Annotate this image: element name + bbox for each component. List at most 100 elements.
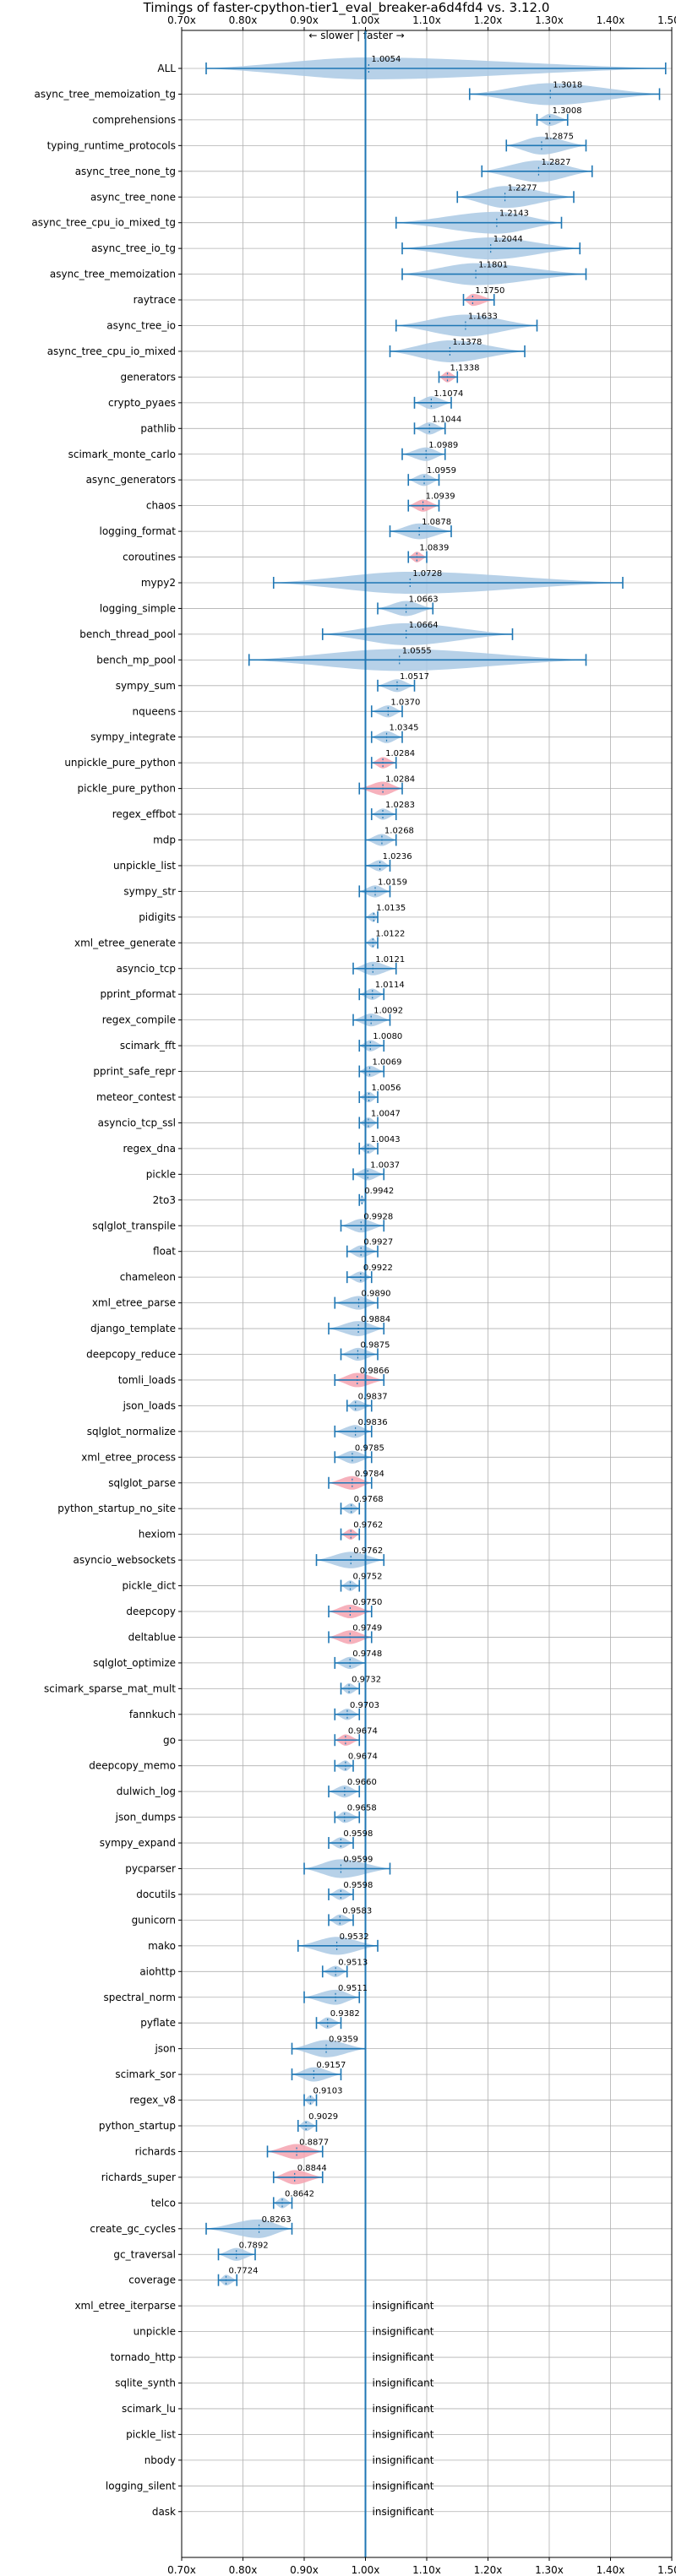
benchmark-name: pprint_safe_repr [93, 1066, 176, 1078]
benchmark-name: sqlglot_parse [108, 1477, 176, 1489]
benchmark-name: xml_etree_generate [74, 937, 176, 948]
value-label: 0.9784 [355, 1470, 384, 1479]
value-label: 0.9511 [338, 1984, 368, 1993]
benchmark-name: async_tree_cpu_io_mixed [47, 345, 176, 357]
benchmark-name: aiohttp [139, 1965, 176, 1977]
value-label: 1.1378 [452, 338, 482, 347]
value-label: 1.0878 [422, 518, 451, 527]
benchmark-name: pprint_pformat [101, 988, 177, 1000]
value-label: 0.9732 [352, 1675, 381, 1684]
value-label: 0.9598 [343, 1829, 373, 1839]
benchmark-name: bench_thread_pool [79, 628, 176, 640]
insignificant-label: insignificant [373, 2454, 434, 2466]
value-label: 0.7724 [228, 2267, 258, 2276]
x-tick-label-bottom: 0.70x [167, 2564, 196, 2576]
value-label: 0.8844 [297, 2164, 327, 2173]
benchmark-name: logging_silent [106, 2480, 176, 2492]
value-label: 1.1074 [433, 389, 463, 399]
benchmark-name: scimark_monte_carlo [68, 448, 176, 460]
benchmark-name: sympy_sum [116, 680, 176, 692]
benchmark-name: sqlglot_transpile [92, 1220, 176, 1231]
x-tick-label-top: 0.80x [229, 14, 258, 26]
benchmark-name: sqlglot_normalize [87, 1426, 176, 1437]
benchmark-name: regex_compile [102, 1014, 176, 1026]
benchmark-name: async_tree_memoization [50, 269, 176, 280]
value-label: 1.0555 [402, 646, 432, 655]
value-label: 1.0839 [419, 544, 449, 553]
benchmark-name: asyncio_tcp [116, 963, 176, 975]
benchmark-name: nqueens [133, 705, 176, 717]
benchmark-name: bench_mp_pool [96, 654, 176, 666]
benchmark-name: richards_super [101, 2171, 176, 2183]
benchmark-name: nbody [144, 2454, 176, 2466]
value-label: 0.9359 [329, 2035, 358, 2045]
benchmark-name: pycparser [125, 1863, 176, 1875]
insignificant-label: insignificant [373, 2378, 434, 2389]
benchmark-name: telco [151, 2197, 176, 2209]
x-tick-label-top: 0.70x [167, 14, 196, 26]
value-label: 0.8877 [299, 2138, 329, 2147]
benchmark-name: deepcopy_memo [89, 1760, 176, 1772]
benchmark-name: hexiom [139, 1529, 176, 1541]
benchmark-name: tomli_loads [118, 1374, 176, 1386]
benchmark-name: scimark_lu [122, 2403, 176, 2415]
value-label: 0.9768 [354, 1495, 384, 1504]
value-label: 0.9513 [338, 1958, 368, 1967]
x-tick-label-bottom: 0.90x [290, 2564, 319, 2576]
value-label: 0.9157 [316, 2061, 346, 2070]
value-label: 1.0159 [378, 878, 407, 887]
benchmark-name: pickle_dict [123, 1580, 177, 1592]
insignificant-label: insignificant [373, 2428, 434, 2440]
value-label: 1.2277 [508, 183, 537, 193]
benchmark-name: python_startup_no_site [57, 1503, 176, 1514]
value-label: 0.9928 [363, 1212, 393, 1221]
benchmark-name: scimark_fft [120, 1040, 176, 1052]
value-label: 0.9382 [330, 2009, 360, 2019]
benchmark-name: pathlib [140, 422, 176, 434]
value-label: 1.0121 [375, 955, 405, 965]
benchmark-name: 2to3 [153, 1194, 176, 1206]
benchmark-name: xml_etree_parse [92, 1297, 176, 1309]
value-label: 0.9583 [342, 1906, 372, 1916]
benchmark-name: tornado_http [111, 2351, 176, 2363]
value-label: 1.3018 [553, 80, 582, 90]
value-label: 1.0284 [385, 749, 415, 758]
value-label: 1.0517 [400, 672, 429, 682]
value-label: 0.9762 [353, 1546, 383, 1556]
benchmark-name: ALL [157, 62, 176, 74]
benchmark-name: sqlglot_optimize [93, 1657, 176, 1669]
x-tick-label-bottom: 1.20x [474, 2564, 503, 2576]
value-label: 1.0092 [373, 1007, 403, 1016]
benchmark-name: mdp [153, 834, 176, 846]
benchmark-name: regex_effbot [112, 808, 177, 820]
insignificant-label: insignificant [373, 2480, 434, 2492]
benchmark-name: regex_v8 [129, 2095, 176, 2106]
value-label: 0.9875 [360, 1341, 390, 1350]
benchmark-name: coroutines [123, 552, 176, 563]
x-tick-label-bottom: 1.50x [657, 2564, 676, 2576]
benchmark-name: pickle_pure_python [78, 783, 176, 795]
benchmark-name: async_tree_cpu_io_mixed_tg [31, 217, 176, 229]
value-label: 0.9674 [348, 1726, 378, 1736]
benchmark-name: scimark_sor [115, 2068, 176, 2080]
value-label: 0.9029 [308, 2112, 338, 2122]
violin-layer [205, 30, 667, 2557]
value-label: 0.9890 [362, 1290, 391, 1299]
x-tick-label-bottom: 0.80x [229, 2564, 258, 2576]
value-label: 1.1750 [475, 286, 504, 296]
benchmark-name: float [153, 1246, 176, 1258]
x-tick-label-top: 1.10x [412, 14, 441, 26]
value-label: 0.9598 [343, 1881, 373, 1890]
benchmark-name: mako [148, 1940, 176, 1952]
benchmark-name: scimark_sparse_mat_mult [44, 1682, 176, 1694]
x-tick-label-bottom: 1.30x [535, 2564, 564, 2576]
value-label: 1.0043 [371, 1135, 401, 1144]
benchmark-name: generators [120, 371, 176, 383]
benchmark-name: go [163, 1734, 176, 1746]
value-label: 1.2827 [541, 158, 570, 167]
value-label: 1.0989 [428, 441, 458, 450]
value-label: 0.9884 [361, 1315, 390, 1324]
x-tick-label-top: 1.50x [657, 14, 676, 26]
benchmark-name: chameleon [120, 1271, 176, 1283]
